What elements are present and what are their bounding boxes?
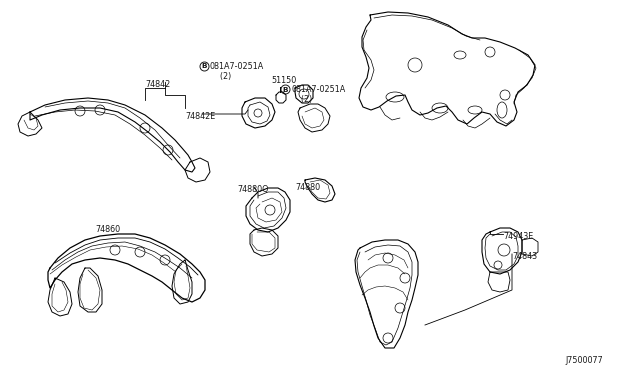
Text: 51150: 51150 xyxy=(271,76,296,85)
Text: 74880: 74880 xyxy=(295,183,320,192)
Text: 081A7-0251A
    (2): 081A7-0251A (2) xyxy=(291,85,345,105)
Text: 081A7-0251A
    (2): 081A7-0251A (2) xyxy=(210,62,264,81)
Text: 74842E: 74842E xyxy=(185,112,215,121)
Text: 74943E: 74943E xyxy=(503,232,533,241)
Text: B: B xyxy=(202,64,207,70)
Text: B: B xyxy=(283,87,288,93)
Text: 74880Q: 74880Q xyxy=(237,185,269,194)
Text: 74842: 74842 xyxy=(145,80,170,89)
Text: 74860: 74860 xyxy=(95,225,120,234)
Text: 74843: 74843 xyxy=(512,252,537,261)
Text: J7500077: J7500077 xyxy=(565,356,603,365)
